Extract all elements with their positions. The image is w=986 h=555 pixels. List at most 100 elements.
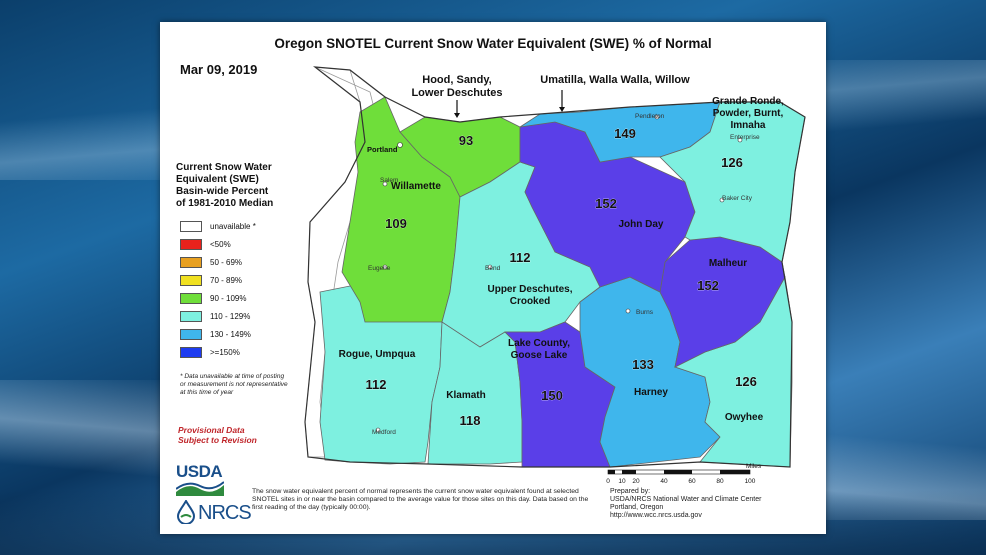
hood-arrowhead bbox=[454, 113, 460, 118]
legend-item: 90 - 109% bbox=[180, 292, 246, 304]
city-eugene-marker bbox=[382, 264, 388, 270]
basin-value-rogue: 112 bbox=[366, 377, 387, 392]
prepared-line: Prepared by: bbox=[610, 488, 651, 495]
nrcs-logo: NRCS bbox=[198, 502, 252, 524]
provisional-line: Provisional Data bbox=[178, 425, 245, 435]
legend-item: 110 - 129% bbox=[180, 310, 250, 322]
city-salem-marker bbox=[382, 181, 388, 187]
legend-label: 70 - 89% bbox=[210, 275, 243, 285]
prepared-line: Portland, Oregon bbox=[610, 504, 664, 511]
basin-value-hood: 93 bbox=[459, 133, 473, 148]
city-label: Pendleton bbox=[635, 113, 665, 120]
basin-value-klamath: 118 bbox=[460, 413, 481, 428]
umatilla-arrowhead bbox=[559, 107, 565, 112]
city-bend-marker bbox=[487, 264, 493, 270]
scale-tick: 100 bbox=[745, 478, 756, 485]
legend-title-line: Basin-wide Percent bbox=[176, 186, 269, 197]
city-label: Baker City bbox=[722, 195, 753, 202]
basin-label-johnday: John Day bbox=[618, 219, 663, 230]
map-date: Mar 09, 2019 bbox=[180, 62, 258, 77]
water-drop-icon bbox=[176, 500, 196, 524]
umatilla-annotation: Umatilla, Walla Walla, Willow bbox=[540, 74, 690, 86]
city-enterprise-marker bbox=[737, 137, 743, 143]
usda-logo-mark bbox=[176, 480, 224, 496]
basin-value-malheur: 152 bbox=[697, 278, 719, 293]
usda-logo: USDA bbox=[176, 462, 223, 481]
legend-label: 90 - 109% bbox=[210, 293, 247, 303]
scale-tick: 10 bbox=[618, 478, 626, 485]
provisional-line: Subject to Revision bbox=[178, 435, 257, 445]
city-burns-marker bbox=[625, 308, 631, 314]
city-baker-marker bbox=[719, 197, 725, 203]
unavailable-note: * Data unavailable at time of posting or… bbox=[180, 373, 288, 396]
legend-label: 130 - 149% bbox=[210, 329, 251, 339]
prepared-by: Prepared by: USDA/NRCS National Water an… bbox=[610, 488, 820, 520]
legend-swatch bbox=[180, 346, 202, 358]
state-outline bbox=[304, 66, 806, 468]
scale-unit: Miles bbox=[746, 463, 762, 470]
city-medford-marker bbox=[375, 427, 381, 433]
prepared-line: USDA/NRCS National Water and Climate Cen… bbox=[610, 496, 762, 503]
legend-item: 130 - 149% bbox=[180, 328, 251, 340]
legend-label: 110 - 129% bbox=[210, 311, 251, 321]
footnote: The snow water equivalent percent of nor… bbox=[252, 488, 589, 511]
basin-label-malheur: Malheur bbox=[709, 258, 747, 269]
city-label: Medford bbox=[372, 429, 396, 436]
legend-label: >=150% bbox=[210, 347, 240, 357]
legend-swatch bbox=[180, 220, 202, 232]
basin-label-grande: Grande Ronde, bbox=[712, 96, 784, 107]
legend-swatch bbox=[180, 292, 202, 304]
scale-tick: 40 bbox=[660, 478, 668, 485]
legend-label: unavailable * bbox=[210, 221, 256, 231]
hood-annotation-line: Hood, Sandy, bbox=[422, 74, 492, 86]
city-markers bbox=[375, 114, 743, 433]
legend-swatch bbox=[180, 328, 202, 340]
basin-label-owyhee: Owyhee bbox=[725, 412, 764, 423]
basin-value-lake: 150 bbox=[541, 388, 563, 403]
provisional-notice: Provisional Data Subject to Revision bbox=[178, 425, 257, 445]
map-card: Oregon SNOTEL Current Snow Water Equival… bbox=[160, 22, 826, 534]
city-label: Burns bbox=[636, 309, 654, 316]
basin-label-willamette: Willamette bbox=[391, 181, 441, 192]
city-pendleton-marker bbox=[654, 114, 660, 120]
legend-title-line: of 1981-2010 Median bbox=[176, 198, 274, 209]
city-portland-marker bbox=[397, 142, 403, 148]
city-label: Portland bbox=[367, 145, 398, 154]
basin-value-grande: 126 bbox=[721, 155, 743, 170]
basin-label-upper: Crooked bbox=[510, 296, 551, 307]
scale-tick: 60 bbox=[688, 478, 696, 485]
basin-value-owyhee: 126 bbox=[735, 374, 757, 389]
legend-swatch bbox=[180, 256, 202, 268]
legend-title: Current Snow Water Equivalent (SWE) Basi… bbox=[176, 162, 306, 210]
basin-value-upper: 112 bbox=[510, 250, 531, 265]
scale-tick: 0 bbox=[606, 478, 610, 485]
legend-label: 50 - 69% bbox=[210, 257, 243, 267]
basin-label-grande: Imnaha bbox=[730, 120, 765, 131]
basin-label-lake: Goose Lake bbox=[511, 350, 568, 361]
legend-item: unavailable * bbox=[180, 220, 256, 232]
legend-title-line: Equivalent (SWE) bbox=[176, 174, 259, 185]
basin-value-johnday: 152 bbox=[595, 196, 617, 211]
scale-tick: 20 bbox=[632, 478, 640, 485]
basin-label-rogue: Rogue, Umpqua bbox=[339, 349, 416, 360]
basin-value-harney: 133 bbox=[632, 357, 654, 372]
basin-label-klamath: Klamath bbox=[446, 390, 485, 401]
legend-title-line: Current Snow Water bbox=[176, 162, 272, 173]
oregon-map: Portland Salem Eugene Bend Pendleton Ent… bbox=[304, 66, 806, 485]
city-label: Eugene bbox=[368, 265, 391, 272]
legend-item: 70 - 89% bbox=[180, 274, 242, 286]
prepared-line: http://www.wcc.nrcs.usda.gov bbox=[610, 512, 702, 519]
legend-label: <50% bbox=[210, 239, 231, 249]
map-title: Oregon SNOTEL Current Snow Water Equival… bbox=[274, 36, 712, 51]
legend-swatch bbox=[180, 238, 202, 250]
legend-swatch bbox=[180, 310, 202, 322]
legend-item: 50 - 69% bbox=[180, 256, 242, 268]
city-label: Enterprise bbox=[730, 134, 760, 141]
basin-value-umatilla: 149 bbox=[614, 126, 636, 141]
legend-item: >=150% bbox=[180, 346, 240, 358]
basin-value-willamette: 109 bbox=[385, 216, 407, 231]
city-label: Salem bbox=[380, 177, 398, 184]
basin-label-upper: Upper Deschutes, bbox=[487, 284, 572, 295]
basin-label-lake: Lake County, bbox=[508, 338, 570, 349]
legend-swatch bbox=[180, 274, 202, 286]
